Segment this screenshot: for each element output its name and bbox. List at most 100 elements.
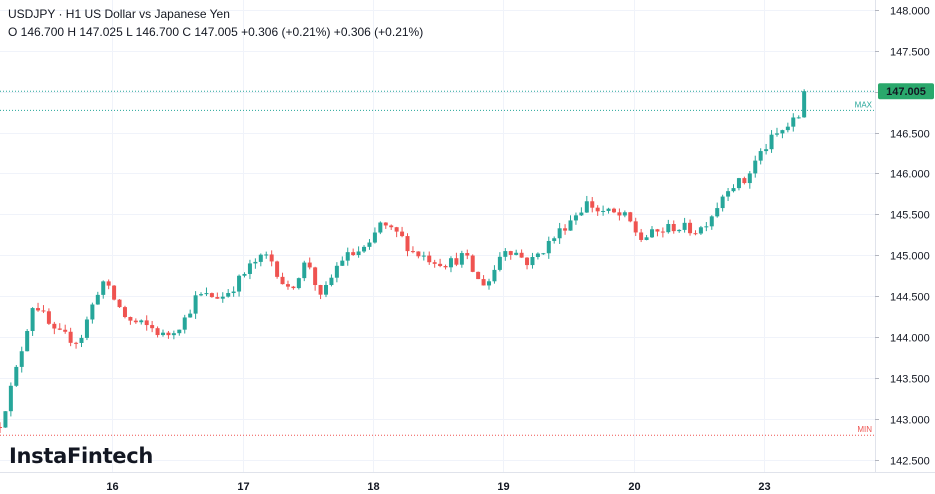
candle-body [68, 331, 73, 343]
candle-body [443, 266, 448, 268]
candle [682, 217, 687, 233]
candle [106, 279, 111, 290]
candle-body [677, 229, 682, 232]
candle-body [90, 304, 95, 320]
candle-body [655, 229, 660, 232]
candle [367, 239, 372, 250]
candle-body [237, 275, 242, 292]
candle-body [802, 91, 807, 118]
candle-body [0, 427, 2, 429]
candle [525, 257, 530, 270]
candle [307, 257, 312, 270]
candle [465, 249, 470, 260]
candle-body [742, 178, 747, 184]
candle [237, 274, 242, 297]
candle [269, 250, 274, 267]
candle [204, 287, 209, 297]
candle-body [171, 333, 176, 336]
candle [579, 207, 584, 216]
candle [747, 171, 752, 189]
candle-body [563, 228, 568, 231]
candle [30, 307, 35, 336]
price-axis[interactable]: 148.000147.500147.000146.500146.000145.5… [875, 6, 930, 468]
candle-body [405, 236, 410, 252]
candle-body [209, 293, 214, 298]
candle [220, 292, 225, 303]
candle [405, 233, 410, 257]
horizontal-gridlines [0, 10, 875, 461]
candle-body [693, 233, 698, 235]
candle-body [329, 277, 334, 286]
candle-body [285, 284, 290, 287]
candle [209, 292, 214, 298]
candle [247, 259, 252, 280]
candle-body [780, 130, 785, 134]
candle-body [601, 210, 606, 212]
candle [410, 246, 415, 254]
x-tick-label: 20 [628, 481, 640, 493]
candle [704, 222, 709, 232]
candle-body [459, 253, 464, 265]
candle [400, 226, 405, 238]
candle-body [552, 238, 557, 241]
candle-body [758, 151, 763, 161]
candle [264, 251, 269, 259]
candle-body [275, 261, 280, 277]
candle [459, 250, 464, 268]
candle-body [3, 411, 8, 428]
candle-body [639, 232, 644, 240]
time-axis[interactable]: 16 17 18 19 20 23 [106, 481, 770, 493]
candle-body [595, 207, 600, 212]
candle-body [427, 255, 432, 263]
candle [280, 272, 285, 285]
candle [742, 176, 747, 185]
candle [394, 226, 399, 238]
candle [546, 236, 551, 259]
candle-body [199, 294, 204, 296]
candle-body [367, 242, 372, 247]
candle-body [139, 320, 144, 323]
candle-body [470, 255, 475, 272]
candle-body [650, 229, 655, 238]
candle [427, 251, 432, 265]
candle [155, 326, 160, 338]
candle [63, 324, 68, 334]
candle-body [671, 224, 676, 232]
candle-body [709, 216, 714, 227]
candle [448, 256, 453, 273]
candle-body [8, 385, 13, 412]
candle-body [378, 222, 383, 233]
candle [595, 205, 600, 216]
candle-body [633, 221, 638, 233]
candle [112, 285, 117, 301]
candle-body [372, 232, 377, 243]
candle [253, 258, 258, 269]
candle [780, 129, 785, 139]
candle-body [514, 252, 519, 255]
candle [84, 316, 89, 341]
candle [199, 292, 204, 297]
candle [188, 309, 193, 318]
candle-body [74, 342, 79, 344]
candle [329, 274, 334, 287]
candle [557, 222, 562, 244]
candle-body [324, 285, 329, 295]
candle [8, 382, 13, 417]
y-tick-label: 143.500 [890, 374, 930, 386]
candle-body [57, 328, 62, 330]
candle-body [253, 261, 258, 264]
candle [753, 155, 758, 178]
candle-body [454, 258, 459, 265]
y-tick-label: 146.500 [890, 129, 930, 141]
candle-body [476, 271, 481, 280]
candle [95, 291, 100, 305]
candle [57, 323, 62, 331]
candle [568, 215, 573, 231]
candle-body [465, 253, 470, 256]
candle-body [280, 276, 285, 285]
candle [285, 280, 290, 290]
candle [122, 305, 127, 319]
candle [764, 143, 769, 155]
candle-body [52, 323, 57, 329]
